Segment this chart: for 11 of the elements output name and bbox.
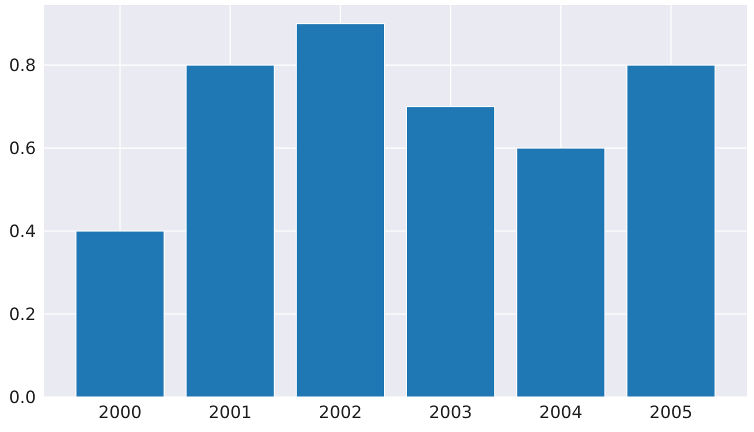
y-tick-label: 0.0	[8, 388, 36, 408]
y-tick-label: 0.4	[8, 222, 36, 242]
x-tick-label: 2002	[318, 403, 362, 423]
x-tick-label: 2005	[649, 403, 693, 423]
y-tick-label: 0.8	[8, 56, 36, 76]
y-tick-label: 0.6	[8, 139, 36, 160]
x-tick-label: 2001	[208, 403, 252, 423]
x-tick-label: 2003	[428, 403, 472, 423]
x-tick-label: 2000	[98, 403, 142, 423]
y-tick-label: 0.2	[8, 304, 36, 325]
x-tick-label: 2004	[539, 403, 582, 423]
